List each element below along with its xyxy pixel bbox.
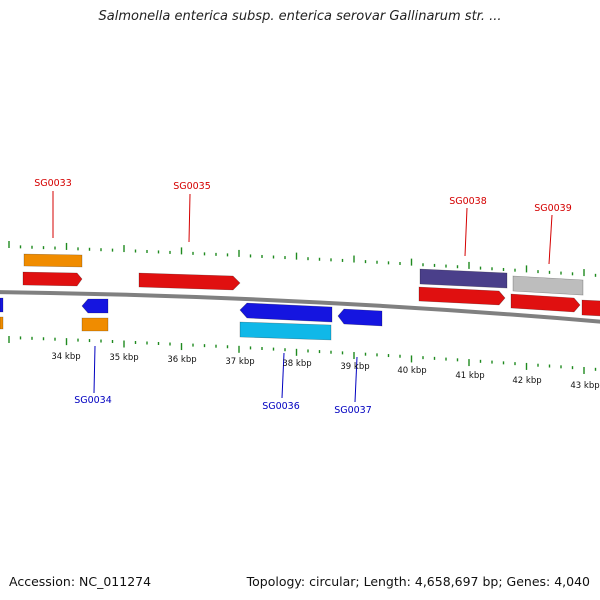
kbp-label: 39 kbp (340, 362, 369, 372)
gene-feature-sg0033-red[interactable] (22, 271, 83, 287)
kbp-label: 42 kbp (512, 376, 541, 386)
topology-text: Topology: circular; Length: 4,658,697 bp… (246, 574, 590, 589)
leader-line (548, 214, 553, 265)
kbp-label: 34 kbp (51, 352, 80, 362)
kbp-label: 36 kbp (167, 355, 196, 365)
gene-labels-top: SG0033 SG0035 SG0038 SG0039 (34, 178, 572, 214)
gene-label-sg0036[interactable]: SG0036 (262, 401, 300, 412)
leader-line (93, 345, 96, 394)
map-title: Salmonella enterica subsp. enterica sero… (98, 9, 502, 24)
kbp-labels: 34 kbp 35 kbp 36 kbp 37 kbp 38 kbp 39 kb… (51, 352, 599, 391)
leader-line (354, 356, 358, 403)
gene-feature-left-edge-orange[interactable] (0, 316, 4, 330)
kbp-label: 40 kbp (397, 366, 426, 376)
gene-feature-sg0040-red[interactable] (581, 299, 600, 317)
leader-line (464, 207, 468, 257)
gene-label-sg0037[interactable]: SG0037 (334, 405, 372, 416)
gene-feature-sg0039-gray[interactable] (512, 275, 584, 296)
gene-feature-sg0036-blue[interactable] (239, 302, 333, 323)
gene-feature-sg0037[interactable] (337, 308, 383, 327)
gene-label-sg0038[interactable]: SG0038 (449, 196, 487, 207)
gene-label-sg0035[interactable]: SG0035 (173, 181, 211, 192)
gene-feature-sg0033-orange[interactable] (23, 253, 83, 268)
scale-ticks-bottom (8, 336, 597, 374)
kbp-label: 41 kbp (455, 371, 484, 381)
kbp-label: 35 kbp (109, 353, 138, 363)
kbp-label: 38 kbp (282, 359, 311, 369)
leader-lines (52, 191, 553, 403)
gene-label-sg0033[interactable]: SG0033 (34, 178, 72, 189)
genome-backbone (0, 290, 600, 324)
kbp-label: 43 kbp (570, 381, 599, 391)
leader-line (281, 352, 285, 399)
gene-feature-sg0035[interactable] (138, 272, 241, 291)
gene-feature-sg0034-orange[interactable] (81, 317, 109, 332)
gene-label-sg0034[interactable]: SG0034 (74, 395, 112, 406)
accession-text: Accession: NC_011274 (9, 574, 152, 589)
gene-labels-bottom: SG0034 SG0036 SG0037 (74, 395, 372, 416)
gene-feature-sg0036-cyan[interactable] (239, 321, 332, 341)
leader-line (188, 193, 191, 243)
kbp-label: 37 kbp (225, 357, 254, 367)
scale-ticks-top (8, 241, 597, 277)
gene-label-sg0039[interactable]: SG0039 (534, 203, 572, 214)
gene-feature-sg0034-blue[interactable] (81, 298, 109, 314)
gene-feature-left-edge-blue[interactable] (0, 297, 4, 313)
gene-feature-sg0038-purple[interactable] (419, 268, 508, 289)
gene-feature-sg0038-red[interactable] (418, 286, 506, 306)
gene-feature-sg0039-red[interactable] (510, 293, 581, 313)
